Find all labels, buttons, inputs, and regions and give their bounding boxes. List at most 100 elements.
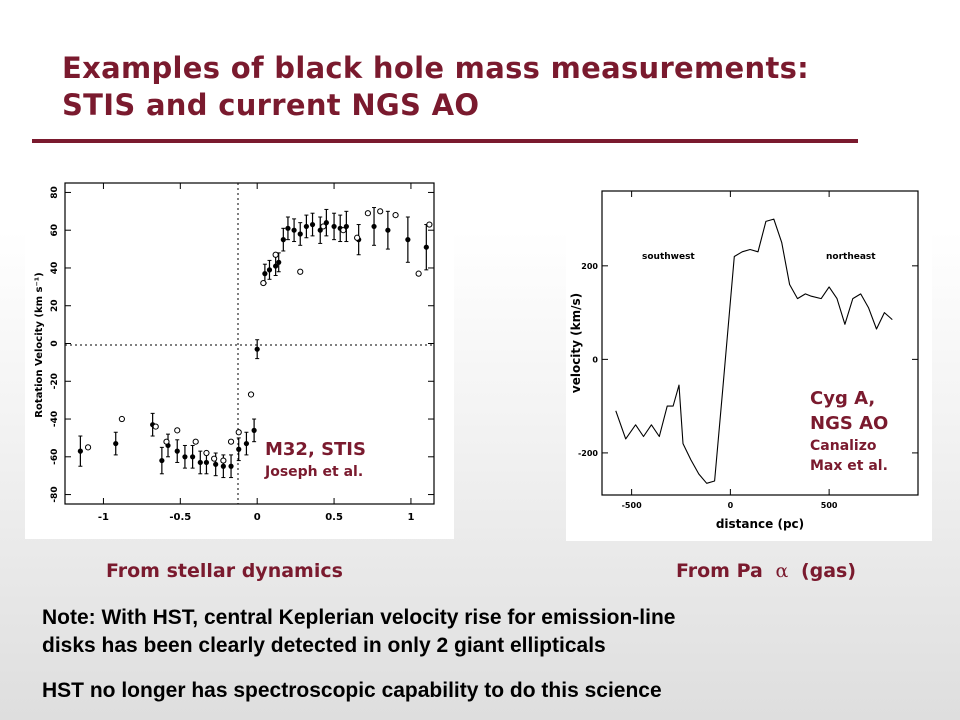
southwest-label: southwest [642, 252, 695, 262]
axis-ticks [602, 191, 918, 495]
data-point-open [354, 234, 361, 241]
y-tick-labels: -80 -60 -40 -20 0 20 40 60 80 [50, 186, 60, 503]
y-axis-label: Rotation Velocity (km s⁻¹) [34, 272, 45, 418]
data-point-filled [291, 227, 297, 233]
data-point-filled [273, 263, 279, 269]
caption-gas-suffix: (gas) [800, 560, 857, 582]
velocity-series-line [615, 218, 893, 484]
data-point-open [260, 279, 267, 287]
data-point-filled [303, 223, 309, 230]
y-tick-label: 200 [581, 262, 598, 271]
data-point-open [163, 438, 170, 445]
data-point-filled [297, 231, 303, 237]
data-point-open [426, 221, 433, 228]
data-point-open [272, 251, 279, 258]
data-point-filled [197, 459, 203, 466]
title-line-2: STIS and current NGS AO [62, 88, 480, 122]
x-tick-label: 0.5 [325, 512, 343, 523]
y-tick-labels: -200 0 200 [578, 262, 598, 458]
data-point-open [203, 449, 210, 457]
x-tick-label: 0 [728, 501, 734, 510]
data-point-filled [228, 463, 234, 469]
note-keplerian: Note: With HST, central Keplerian veloci… [42, 604, 675, 660]
data-point-open [364, 210, 371, 217]
m32-inset-label: M32, STIS Joseph et al. [265, 438, 366, 482]
y-tick-label: 40 [50, 262, 60, 275]
x-tick-labels: -1 -0.5 0 0.5 1 [98, 512, 415, 523]
data-point-filled [262, 271, 268, 277]
data-point-open [152, 423, 159, 430]
y-tick-label: 80 [50, 186, 60, 199]
y-tick-label: -80 [50, 486, 60, 502]
data-point-filled [276, 259, 282, 265]
y-tick-label: -20 [50, 373, 60, 389]
data-point-filled [213, 461, 219, 467]
y-tick-label: 20 [50, 299, 60, 312]
x-tick-label: -500 [622, 501, 642, 510]
m32-inset-credit: Joseph et al. [265, 464, 364, 480]
cyga-velocity-chart-panel: -200 0 200 -500 0 500 velocity (km/s) distan… [566, 173, 932, 541]
title-underline [32, 139, 858, 143]
note-line-1: Note: With HST, central Keplerian veloci… [42, 606, 676, 629]
m32-rotation-chart: -80 -60 -40 -20 0 20 40 60 80 -1 -0.5 0 0.5 1 Rotati… [34, 182, 435, 523]
data-marks [615, 218, 893, 484]
data-point-filled [113, 440, 119, 447]
m32-inset-title: M32, STIS [265, 439, 366, 460]
data-point-open [377, 208, 384, 215]
cyga-velocity-chart: -200 0 200 -500 0 500 velocity (km/s) distan… [569, 190, 919, 531]
note-line-2: disks has been clearly detected in only … [42, 634, 606, 657]
y-tick-label: -40 [50, 411, 60, 427]
data-point-filled [251, 427, 257, 433]
data-marks [77, 207, 433, 479]
x-axis-label: distance (pc) [716, 517, 804, 531]
data-point-filled [254, 346, 260, 352]
cyga-inset-title-1: Cyg A, [810, 388, 876, 409]
x-tick-label: -0.5 [169, 512, 191, 523]
cyga-inset-title-2: NGS AO [810, 413, 889, 434]
data-point-filled [159, 457, 165, 464]
m32-rotation-chart-panel: -80 -60 -40 -20 0 20 40 60 80 -1 -0.5 0 0.5 1 Rotati… [25, 166, 454, 539]
data-point-filled [423, 244, 429, 250]
data-point-filled [77, 448, 83, 454]
data-point-filled [280, 237, 286, 243]
data-point-filled [405, 237, 411, 243]
slide-title: Examples of black hole mass measurements… [62, 50, 809, 124]
data-point-open [118, 415, 125, 423]
data-point-open [220, 457, 227, 464]
axis-ticks [65, 183, 434, 504]
plot-frame [601, 190, 919, 496]
data-point-open [227, 438, 235, 445]
data-point-filled [220, 463, 226, 469]
data-point-open [415, 270, 422, 277]
caption-pa-prefix: From Pa [676, 560, 763, 582]
data-point-open [297, 268, 304, 275]
x-tick-label: 500 [821, 501, 838, 510]
northeast-label: northeast [826, 252, 876, 262]
y-tick-label: 0 [592, 355, 598, 364]
data-point-filled [182, 454, 188, 460]
data-point-open [340, 227, 347, 234]
cyga-inset-label: Cyg A, NGS AO Canalizo Max et al. [810, 386, 888, 476]
x-tick-label: 1 [407, 512, 414, 523]
inset-label-background [257, 434, 391, 492]
note-hst-spectroscopy: HST no longer has spectroscopic capabili… [42, 679, 662, 702]
caption-pa-alpha-gas: From Pa α (gas) [676, 560, 856, 582]
data-point-open [247, 391, 255, 398]
data-point-open [211, 455, 218, 462]
data-point-filled [331, 223, 337, 230]
data-point-open [174, 427, 181, 434]
cyga-inset-credit-2: Max et al. [810, 458, 888, 474]
x-tick-label: -1 [98, 512, 109, 523]
data-point-filled [266, 267, 273, 273]
data-point-filled [385, 227, 391, 233]
y-axis-label: velocity (km/s) [569, 293, 583, 393]
y-tick-label: -200 [578, 449, 598, 458]
data-point-filled [203, 459, 210, 466]
data-point-open [84, 444, 92, 451]
x-tick-labels: -500 0 500 [622, 501, 838, 510]
x-tick-label: 0 [254, 512, 261, 523]
data-point-open [235, 429, 242, 436]
y-tick-label: 60 [50, 224, 60, 237]
y-tick-label: 0 [50, 340, 60, 346]
data-point-open [392, 212, 399, 219]
